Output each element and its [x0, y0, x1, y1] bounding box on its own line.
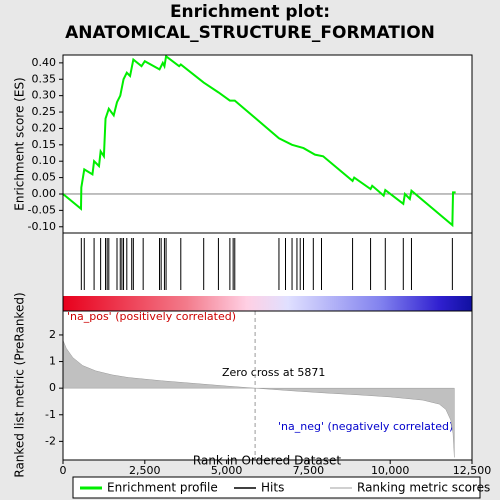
y-tick-label: 0.30	[32, 89, 57, 102]
y-tick-label: 0.25	[32, 105, 57, 118]
y-tick-label: 0.00	[32, 187, 57, 200]
y-tick-label: 0.35	[32, 72, 57, 85]
y-tick-label: -1	[45, 408, 56, 421]
x-tick-label: 2,500	[129, 464, 161, 477]
plot-area	[63, 55, 472, 460]
es-curve	[62, 54, 456, 228]
y-tick-label: -2	[45, 434, 56, 447]
y-tick-label: 0.20	[32, 121, 57, 134]
annotation: 'na_pos' (positively correlated)	[67, 310, 236, 323]
legend-label: Enrichment profile	[107, 481, 218, 495]
y-axis-label: Enrichment score (ES)	[13, 77, 27, 210]
legend	[72, 476, 481, 499]
x-tick-label: 12,500	[453, 464, 492, 477]
y-tick-label: -0.10	[28, 220, 56, 233]
y-tick-label: 0.15	[32, 138, 57, 151]
metric-area	[62, 340, 455, 458]
legend-label: Hits	[261, 481, 284, 495]
y-tick-label: -0.05	[28, 203, 56, 216]
panel-frame	[62, 310, 473, 461]
chart-title: Enrichment plot:	[170, 2, 330, 22]
y-tick-label: 2	[49, 328, 56, 341]
y-tick-label: 1	[49, 355, 56, 368]
x-tick-label: 10,000	[371, 464, 410, 477]
color-bar	[63, 296, 472, 311]
y-tick-label: 0	[49, 381, 56, 394]
annotation: 'na_neg' (negatively correlated)	[278, 420, 453, 433]
x-tick-label: 7,500	[293, 464, 325, 477]
y-tick-label: 0.40	[32, 56, 57, 69]
y-axis-label: Ranked list metric (PreRanked)	[13, 292, 27, 477]
annotation: Zero cross at 5871	[222, 366, 325, 379]
legend-label: Ranking metric scores	[357, 481, 490, 495]
y-tick-label: 0.05	[32, 171, 57, 184]
x-tick-label: 0	[60, 464, 67, 477]
chart-title: ANATOMICAL_STRUCTURE_FORMATION	[65, 23, 435, 43]
y-tick-label: 0.10	[32, 154, 57, 167]
x-tick-label: 5,000	[211, 464, 243, 477]
